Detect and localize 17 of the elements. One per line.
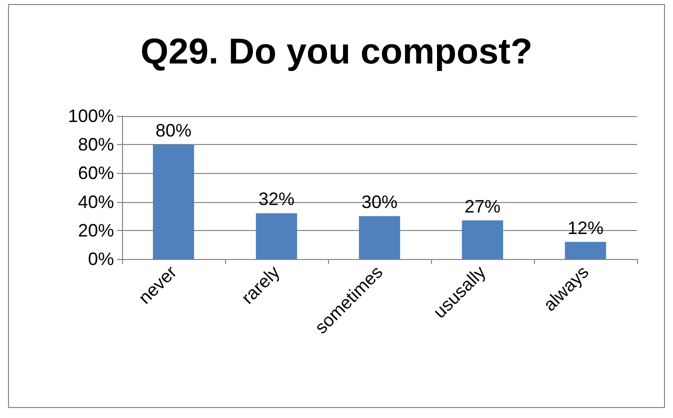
y-tick-label: 60% bbox=[78, 163, 114, 184]
data-label: 32% bbox=[258, 189, 295, 210]
data-label: 30% bbox=[361, 192, 398, 212]
data-label: 80% bbox=[155, 120, 192, 141]
bar bbox=[564, 242, 606, 259]
bar bbox=[358, 216, 400, 259]
data-label: 27% bbox=[464, 196, 501, 216]
y-tick-label: 80% bbox=[78, 134, 114, 155]
data-label: 12% bbox=[567, 218, 604, 238]
bar bbox=[152, 144, 194, 259]
chart-title: Q29. Do you compost? bbox=[140, 30, 533, 72]
bar bbox=[462, 220, 504, 259]
bar bbox=[256, 213, 298, 259]
y-tick-label: 100% bbox=[68, 106, 114, 126]
y-tick-label: 20% bbox=[78, 220, 114, 240]
y-tick-label: 0% bbox=[88, 249, 114, 269]
y-tick-label: 40% bbox=[78, 192, 114, 212]
